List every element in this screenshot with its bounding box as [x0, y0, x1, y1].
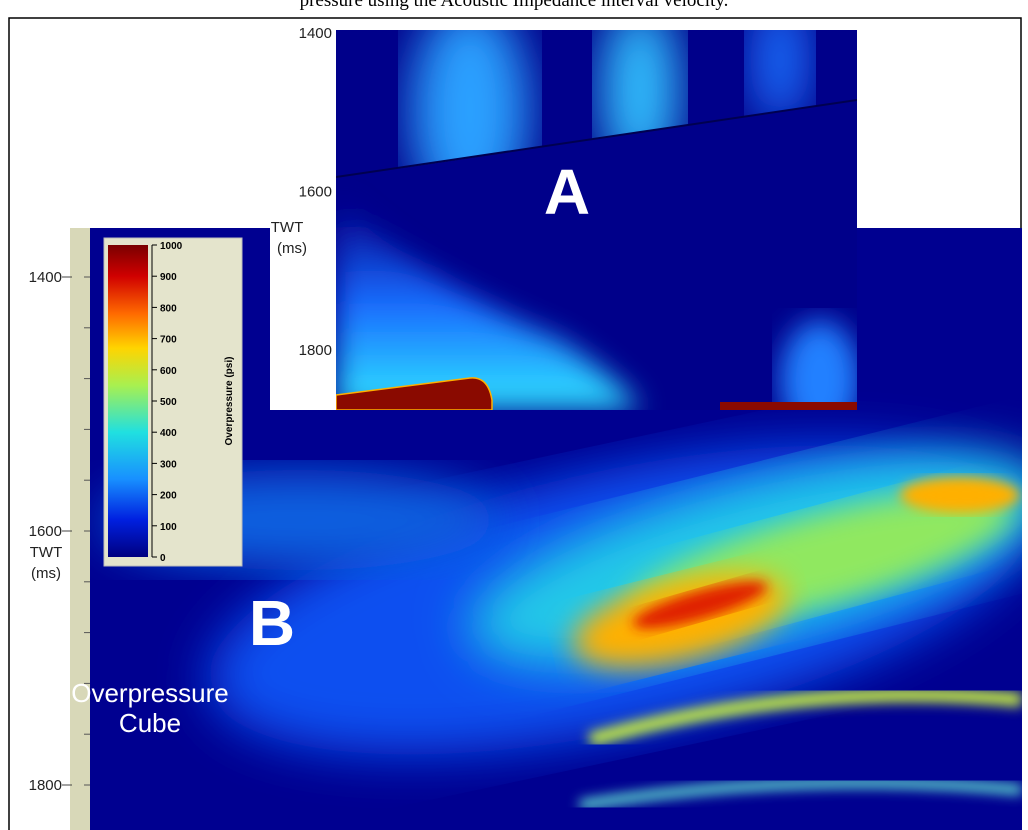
- colorbar-tick-label: 900: [160, 272, 177, 283]
- axis-tick-label: 1600: [29, 523, 62, 540]
- colorbar-scale: [108, 245, 148, 557]
- axis-title: TWT: [30, 544, 62, 561]
- axis-tick-label: 1600: [299, 184, 332, 201]
- colorbar-tick-label: 400: [160, 428, 177, 439]
- panel-label: B: [249, 587, 295, 659]
- colorbar-tick-label: 100: [160, 522, 177, 533]
- axis-tick-label: 1800: [299, 342, 332, 359]
- colorbar-tick-label: 800: [160, 303, 177, 314]
- caption: pressure using the Acoustic Impedance in…: [300, 0, 729, 11]
- panel-title: Overpressure: [71, 678, 229, 708]
- panel-a: A TWT (ms) 1400 1600 1800: [270, 25, 857, 410]
- axis-title: TWT: [271, 219, 303, 236]
- ai-velocity-image: [336, 30, 857, 410]
- axis-tick-label: 1400: [29, 269, 62, 286]
- axis-strip: [70, 228, 90, 830]
- colorbar-tick-label: 300: [160, 459, 177, 470]
- colorbar-tick-label: 600: [160, 366, 177, 377]
- axis-tick-label: 1800: [29, 777, 62, 794]
- colorbar: Overpressure (psi) 100090080070060050040…: [103, 237, 243, 567]
- colorbar-tick-label: 1000: [160, 241, 183, 252]
- colorbar-tick-label: 700: [160, 335, 177, 346]
- axis-tick-label: 1400: [299, 25, 332, 42]
- colorbar-tick-label: 0: [160, 553, 166, 564]
- panel-label: A: [544, 156, 590, 228]
- colorbar-tick-label: 200: [160, 491, 177, 502]
- colorbar-title: Overpressure (psi): [224, 357, 235, 446]
- axis-title: (ms): [31, 565, 61, 582]
- axis-title: (ms): [277, 240, 307, 257]
- colorbar-tick-label: 500: [160, 397, 177, 408]
- panel-title: Cube: [119, 708, 181, 738]
